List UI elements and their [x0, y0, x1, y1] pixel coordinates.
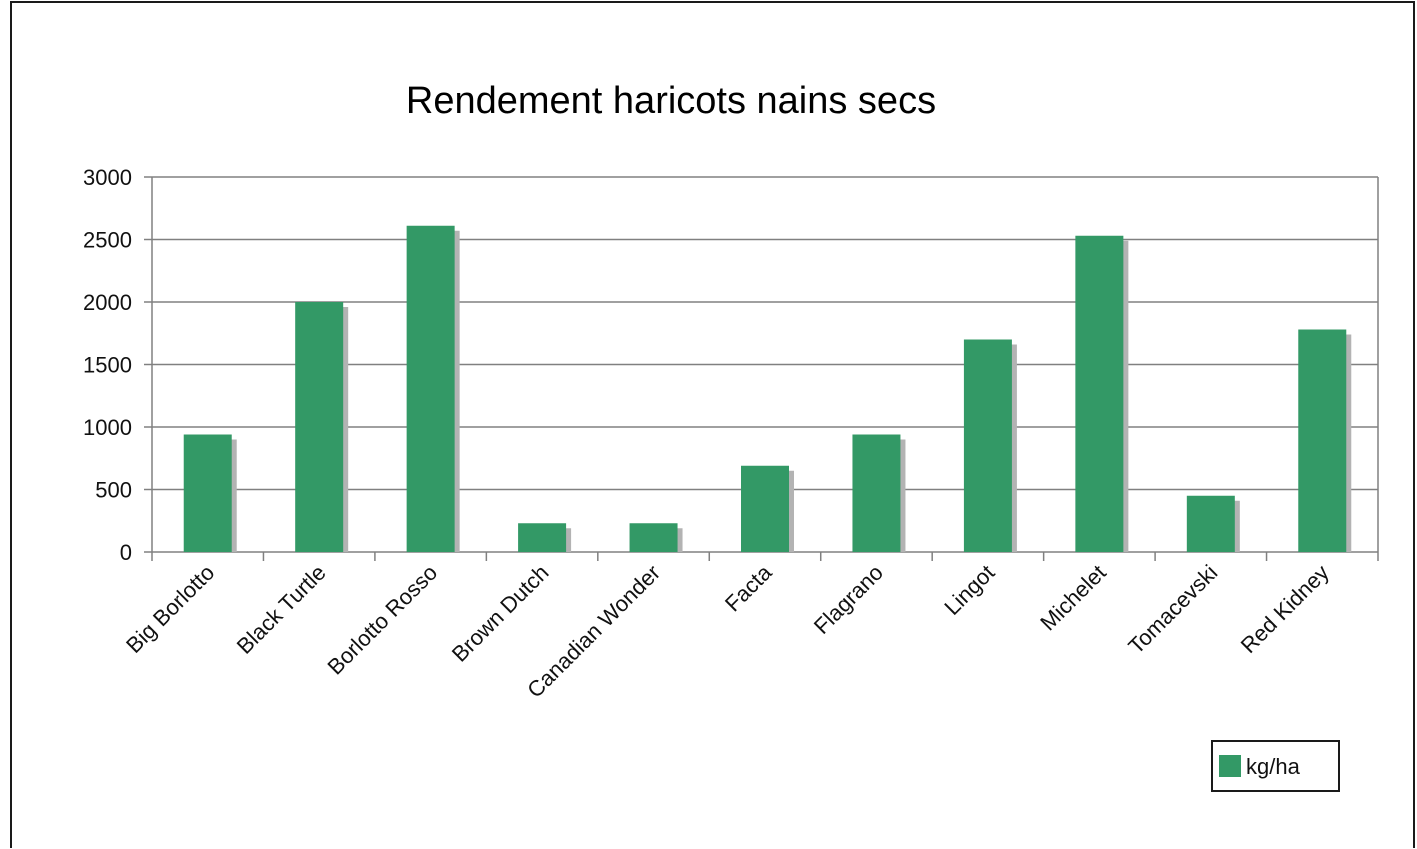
y-tick-label: 2000 [83, 290, 132, 315]
bar [1298, 329, 1347, 552]
y-tick-label: 0 [120, 540, 132, 565]
bar [1186, 495, 1235, 552]
x-tick-label: Michelet [1035, 560, 1111, 636]
x-tick-label: Facta [720, 559, 777, 616]
legend: kg/ha [1211, 740, 1340, 792]
bar [295, 302, 344, 552]
y-tick-labels: 0 500 1000 1500 2000 2500 3000 [83, 165, 132, 565]
grid-lines [152, 176, 1378, 491]
x-tick-label: Brown Dutch [447, 560, 554, 667]
bar [963, 339, 1012, 552]
chart-frame [10, 1, 1415, 848]
x-tick-label: Red Kidney [1236, 560, 1334, 658]
chart-title: Rendement haricots nains secs [406, 80, 936, 122]
bars [183, 225, 1352, 552]
bar [852, 434, 901, 552]
bar [741, 465, 789, 552]
x-tick-label: Black Turtle [232, 560, 331, 659]
bar [183, 434, 232, 552]
y-tick-label: 1000 [83, 415, 132, 440]
y-tick-label: 1500 [83, 353, 132, 378]
x-tick-label: Flagrano [809, 560, 888, 639]
legend-label: kg/ha [1246, 754, 1301, 779]
bar [406, 225, 455, 552]
y-tick-label: 2500 [83, 228, 132, 253]
bar [629, 523, 678, 552]
x-tick-label: Big Borlotto [121, 560, 219, 658]
bar [1075, 235, 1124, 552]
legend-swatch [1219, 755, 1241, 777]
y-tick-label: 3000 [83, 165, 132, 190]
bar [518, 523, 567, 552]
x-tick-label: Tomacevski [1123, 560, 1222, 659]
y-tick-label: 500 [95, 478, 132, 503]
x-tick-label: Borlotto Rosso [322, 560, 442, 680]
x-tick-label: Lingot [939, 560, 999, 620]
